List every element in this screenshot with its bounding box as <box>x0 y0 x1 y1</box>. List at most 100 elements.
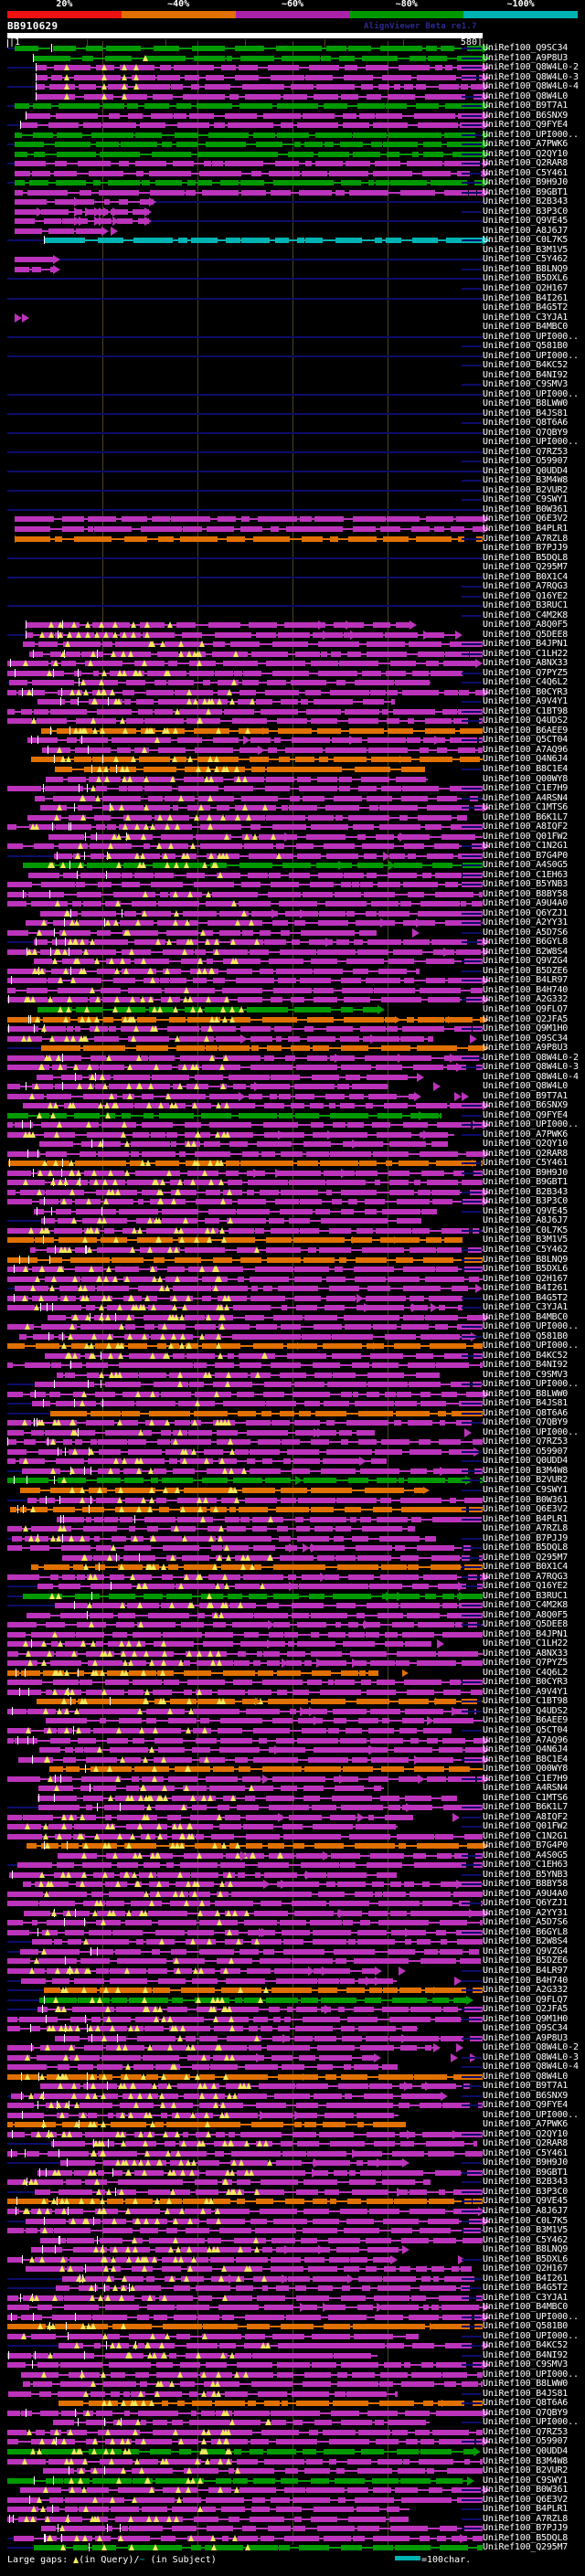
hit-label[interactable]: UniRef100_Q8W4L0-3 <box>483 1062 579 1072</box>
alignment-row[interactable]: UniRef100_B4G5T2 <box>0 302 585 313</box>
hit-label[interactable]: UniRef100_B9H9J0 <box>483 177 568 187</box>
hit-label[interactable]: UniRef100_A9P8U3 <box>483 53 568 63</box>
alignment-row[interactable]: UniRef100_B4KC52 <box>0 360 585 371</box>
alignment-row[interactable]: UniRef100_UPI000.. <box>0 130 585 141</box>
hit-label[interactable]: UniRef100_Q7QBY9 <box>483 428 568 438</box>
hit-label[interactable]: UniRef100_C9SWY1 <box>483 2475 568 2486</box>
alignment-row[interactable]: UniRef100_Q8T6A6 <box>0 418 585 429</box>
hit-label[interactable]: UniRef100_B2VUR2 <box>483 485 568 495</box>
alignment-row[interactable]: UniRef100_O59907 <box>0 456 585 467</box>
alignment-row[interactable]: UniRef100_B3P3C0 <box>0 2187 585 2198</box>
hit-label[interactable]: UniRef100_UPI000.. <box>483 351 579 361</box>
alignment-row[interactable]: UniRef100_Q9FLQ7 <box>0 1004 585 1015</box>
alignment-row[interactable]: UniRef100_B4MBC0 <box>0 2302 585 2313</box>
alignment-row[interactable]: UniRef100_B2VUR2 <box>0 1475 585 1486</box>
hit-label[interactable]: UniRef100_B4LR97 <box>483 1966 568 1976</box>
alignment-row[interactable]: UniRef100_A8J6J7 <box>0 226 585 237</box>
hit-label[interactable]: UniRef100_Q2RAR8 <box>483 2138 568 2148</box>
hit-label[interactable]: UniRef100_A8J6J7 <box>483 1215 568 1225</box>
alignment-row[interactable]: UniRef100_C3YJA1 <box>0 2293 585 2304</box>
alignment-row[interactable]: UniRef100_A8J6J7 <box>0 1215 585 1226</box>
hit-label[interactable]: UniRef100_A9V4Y1 <box>483 696 568 706</box>
hit-label[interactable]: UniRef100_C4M2K8 <box>483 1600 568 1610</box>
hit-label[interactable]: UniRef100_Q6E3V2 <box>483 514 568 524</box>
hit-label[interactable]: UniRef100_B4PLR1 <box>483 1514 568 1524</box>
hit-label[interactable]: UniRef100_B5YNB3 <box>483 1870 568 1880</box>
alignment-row[interactable]: UniRef100_A9P8U3 <box>0 1043 585 1054</box>
alignment-row[interactable]: UniRef100_B7G4P0 <box>0 1840 585 1851</box>
alignment-row[interactable]: UniRef100_Q2H167 <box>0 283 585 294</box>
hit-label[interactable]: UniRef100_Q2QY10 <box>483 1139 568 1149</box>
hit-label[interactable]: UniRef100_UPI000.. <box>483 1321 579 1331</box>
hit-label[interactable]: UniRef100_B4MBC0 <box>483 1312 568 1322</box>
hit-label[interactable]: UniRef100_C9SWY1 <box>483 1485 568 1495</box>
hit-label[interactable]: UniRef100_Q2JFA5 <box>483 1014 568 1024</box>
alignment-row[interactable]: UniRef100_Q8W4L0-4 <box>0 2062 585 2072</box>
alignment-row[interactable]: UniRef100_A9P8U3 <box>0 53 585 64</box>
hit-label[interactable]: UniRef100_B0W361 <box>483 504 568 514</box>
alignment-row[interactable]: UniRef100_Q2RAR8 <box>0 158 585 169</box>
hit-label[interactable]: UniRef100_UPI000.. <box>483 1341 579 1351</box>
alignment-row[interactable]: UniRef100_B8BY58 <box>0 889 585 900</box>
hit-label[interactable]: UniRef100_A5D7S6 <box>483 1917 568 1927</box>
hit-label[interactable]: UniRef100_Q8T6A6 <box>483 2398 568 2408</box>
hit-label[interactable]: UniRef100_C4Q6L2 <box>483 677 568 687</box>
alignment-row[interactable]: UniRef100_B3M4W8 <box>0 1466 585 1477</box>
alignment-row[interactable]: UniRef100_Q16YE2 <box>0 591 585 602</box>
alignment-row[interactable]: UniRef100_C0L7K5 <box>0 1225 585 1236</box>
alignment-row[interactable]: UniRef100_B5DZE6 <box>0 1956 585 1966</box>
hit-label[interactable]: UniRef100_B8C1E4 <box>483 1754 568 1765</box>
hit-label[interactable]: UniRef100_B3M1V5 <box>483 2225 568 2235</box>
hit-label[interactable]: UniRef100_B6K1L7 <box>483 1802 568 1812</box>
alignment-row[interactable]: UniRef100_A8Q0F5 <box>0 1610 585 1621</box>
hit-label[interactable]: UniRef100_Q00WY8 <box>483 1764 568 1774</box>
alignment-row[interactable]: UniRef100_C5Y462 <box>0 2235 585 2246</box>
hit-label[interactable]: UniRef100_Q295M7 <box>483 562 568 572</box>
hit-label[interactable]: UniRef100_B8LNQ9 <box>483 2244 568 2254</box>
alignment-row[interactable]: UniRef100_C5Y462 <box>0 1245 585 1256</box>
alignment-row[interactable]: UniRef100_Q9VZG4 <box>0 1946 585 1957</box>
hit-label[interactable]: UniRef100_Q01FW2 <box>483 832 568 842</box>
alignment-row[interactable]: UniRef100_A7RZL8 <box>0 534 585 545</box>
hit-label[interactable]: UniRef100_B3P3C0 <box>483 207 568 217</box>
hit-label[interactable]: UniRef100_A4RSN4 <box>483 1783 568 1793</box>
hit-label[interactable]: UniRef100_B7PJJ9 <box>483 2523 568 2533</box>
hit-label[interactable]: UniRef100_B7G4P0 <box>483 851 568 861</box>
hit-label[interactable]: UniRef100_B4LR97 <box>483 975 568 985</box>
alignment-row[interactable]: UniRef100_Q16YE2 <box>0 1581 585 1592</box>
alignment-row[interactable]: UniRef100_B4JPN1 <box>0 1629 585 1640</box>
alignment-row[interactable]: UniRef100_Q01FW2 <box>0 1821 585 1832</box>
hit-label[interactable]: UniRef100_B7PJJ9 <box>483 543 568 553</box>
hit-label[interactable]: UniRef100_B4H740 <box>483 985 568 995</box>
alignment-row[interactable]: UniRef100_B0CYR3 <box>0 1677 585 1688</box>
hit-label[interactable]: UniRef100_C3YJA1 <box>483 1302 568 1312</box>
hit-label[interactable]: UniRef100_B4NI92 <box>483 370 568 380</box>
alignment-row[interactable]: UniRef100_Q0UDD4 <box>0 1456 585 1467</box>
hit-label[interactable]: UniRef100_UPI000.. <box>483 130 579 140</box>
alignment-row[interactable]: UniRef100_A9U4A0 <box>0 1889 585 1900</box>
alignment-row[interactable]: UniRef100_Q2QY10 <box>0 1139 585 1150</box>
alignment-row[interactable]: UniRef100_A8NX33 <box>0 658 585 669</box>
alignment-row[interactable]: UniRef100_B6GYL8 <box>0 1927 585 1938</box>
hit-label[interactable]: UniRef100_C5Y461 <box>483 168 568 178</box>
alignment-row[interactable]: UniRef100_Q8W4L0-2 <box>0 1053 585 1064</box>
alignment-row[interactable]: UniRef100_A7AQ96 <box>0 745 585 756</box>
hit-label[interactable]: UniRef100_B6AEE9 <box>483 1715 568 1725</box>
hit-label[interactable]: UniRef100_Q6E3V2 <box>483 2495 568 2505</box>
alignment-row[interactable]: UniRef100_C5Y462 <box>0 254 585 265</box>
hit-label[interactable]: UniRef100_B0X1C4 <box>483 572 568 582</box>
alignment-row[interactable]: UniRef100_C9SMV3 <box>0 379 585 390</box>
alignment-row[interactable]: UniRef100_A8NX33 <box>0 1648 585 1659</box>
hit-label[interactable]: UniRef100_B8LNQ9 <box>483 1255 568 1265</box>
hit-label[interactable]: UniRef100_C4M2K8 <box>483 610 568 620</box>
hit-label[interactable]: UniRef100_Q16YE2 <box>483 1581 568 1591</box>
alignment-row[interactable]: UniRef100_Q295M7 <box>0 2542 585 2553</box>
hit-label[interactable]: UniRef100_A2YY31 <box>483 1908 568 1918</box>
alignment-row[interactable]: UniRef100_C1N2G1 <box>0 841 585 852</box>
hit-label[interactable]: UniRef100_Q7QBY9 <box>483 1417 568 1427</box>
hit-label[interactable]: UniRef100_B4KC52 <box>483 2340 568 2350</box>
hit-label[interactable]: UniRef100_Q295M7 <box>483 2542 568 2552</box>
hit-label[interactable]: UniRef100_A7AQ96 <box>483 745 568 755</box>
alignment-row[interactable]: UniRef100_Q8W4L0 <box>0 1081 585 1092</box>
alignment-row[interactable]: UniRef100_A8Q0F5 <box>0 620 585 631</box>
